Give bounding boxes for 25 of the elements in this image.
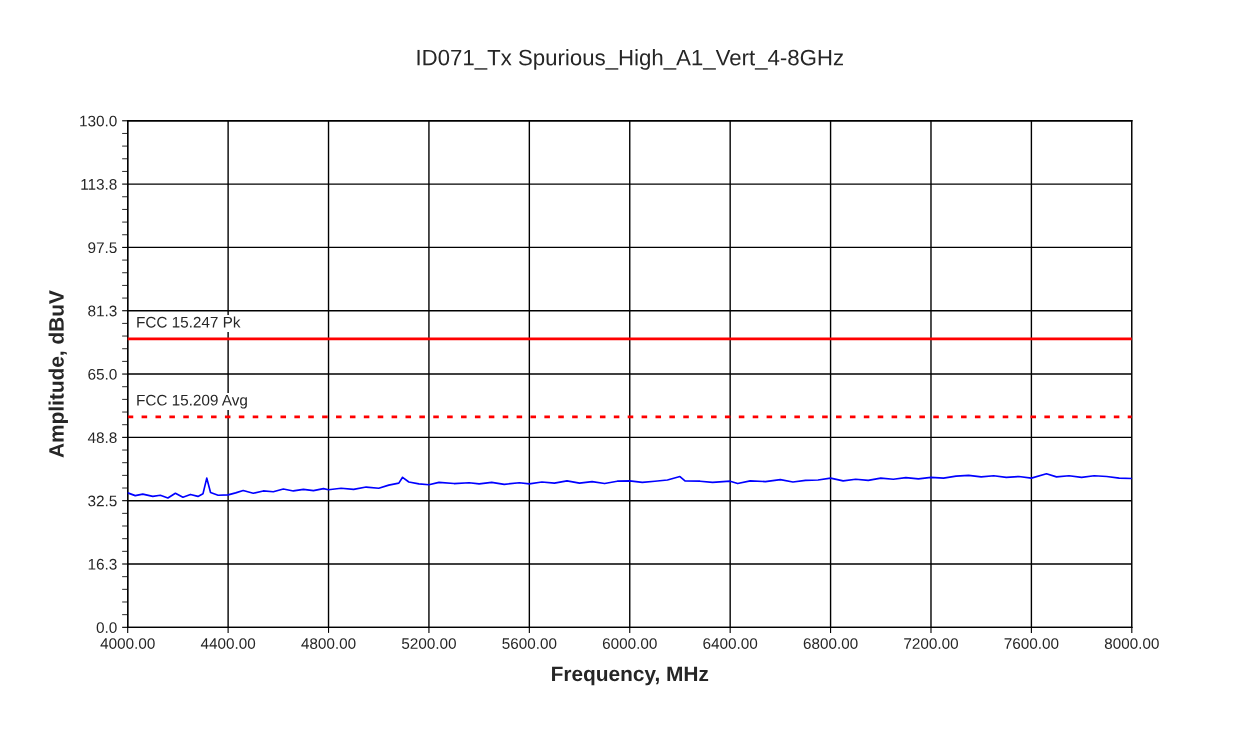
ref-line-label: FCC 15.247 Pk <box>137 316 241 328</box>
chart-title: ID071_Tx Spurious_High_A1_Vert_4-8GHz <box>417 49 843 70</box>
x-tick-label: 8000.00 <box>1104 638 1159 649</box>
ref-line-label: FCC 15.209 Avg <box>137 394 247 409</box>
y-tick-label: 113.8 <box>81 178 117 190</box>
y-tick-label: 65.0 <box>88 368 117 380</box>
x-tick-label: 7200.00 <box>904 638 958 649</box>
y-tick-label: 97.5 <box>88 242 117 254</box>
y-tick-label: 16.3 <box>88 558 117 570</box>
x-tick-label: 5600.00 <box>502 638 557 649</box>
y-tick-label: 48.8 <box>87 432 117 444</box>
y-axis-title: Amplitude, dBuV <box>48 290 68 458</box>
x-tick-label: 7600.00 <box>1004 638 1059 649</box>
x-tick-label: 6800.00 <box>803 638 858 649</box>
x-tick-label: 5200.00 <box>401 638 456 649</box>
x-tick-label: 4400.00 <box>200 638 256 649</box>
x-tick-label: 4800.00 <box>301 638 356 649</box>
x-tick-label: 6400.00 <box>703 638 758 649</box>
y-tick-label: 32.5 <box>88 495 117 507</box>
x-axis-title: Frequency, MHz <box>552 666 709 686</box>
y-tick-label: 0.0 <box>96 622 117 634</box>
y-tick-label: 81.3 <box>88 305 117 317</box>
y-tick-label: 130.0 <box>80 115 117 127</box>
x-tick-label: 4000.00 <box>100 638 155 649</box>
x-tick-label: 6000.00 <box>602 638 657 649</box>
